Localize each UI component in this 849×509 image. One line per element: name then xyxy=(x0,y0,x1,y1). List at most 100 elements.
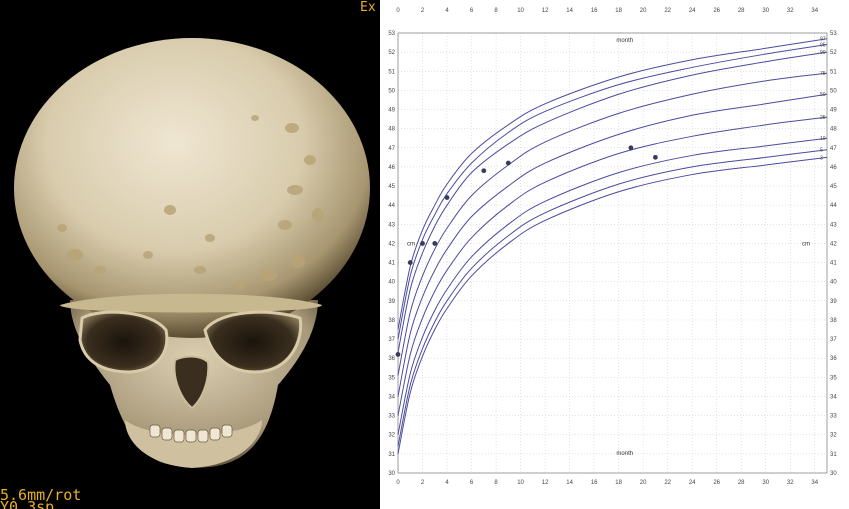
percentile-label-25: 25 xyxy=(820,115,826,121)
percentile-label-5: 5 xyxy=(820,148,823,154)
x-tick-label-bottom: 20 xyxy=(640,480,647,486)
x-tick-label-top: 18 xyxy=(615,8,622,14)
x-tick-label-top: 34 xyxy=(811,8,818,14)
y-tick-label-left: 42 xyxy=(388,241,395,247)
measurement-point xyxy=(653,154,658,160)
x-tick-label-bottom: 22 xyxy=(664,480,671,486)
x-tick-label-bottom: 14 xyxy=(566,480,573,486)
y-tick-label-right: 47 xyxy=(830,146,837,152)
measurement-point xyxy=(432,241,438,246)
x-axis-label-top: month xyxy=(616,38,633,44)
x-tick-label-top: 8 xyxy=(494,8,498,14)
y-tick-label-left: 44 xyxy=(388,203,395,209)
y-tick-label-right: 44 xyxy=(830,203,837,209)
x-tick-label-bottom: 28 xyxy=(738,480,745,486)
y-tick-label-right: 37 xyxy=(830,337,837,343)
y-tick-label-left: 49 xyxy=(388,108,395,114)
y-tick-label-left: 52 xyxy=(388,50,395,56)
measurement-point xyxy=(407,260,413,265)
y-tick-label-left: 30 xyxy=(388,471,395,477)
percentile-curves xyxy=(397,38,828,454)
y-tick-label-right: 40 xyxy=(830,280,837,286)
y-tick-label-right: 45 xyxy=(830,184,837,190)
head-circumference-chart: 0 0 2 2 4 4 6 6 8 8 10 10 12 12 14 14 16 16 18 18 20 20 22 22 24… xyxy=(381,0,849,509)
y-tick-label-right: 52 xyxy=(830,50,837,56)
y-tick-label-left: 51 xyxy=(388,69,395,75)
x-tick-label-bottom: 32 xyxy=(787,480,794,486)
percentile-label-90: 90 xyxy=(820,50,826,56)
y-tick-label-right: 49 xyxy=(830,108,837,114)
y-tick-label-right: 39 xyxy=(830,299,837,305)
x-tick-label-bottom: 30 xyxy=(762,480,769,486)
x-tick-label-bottom: 34 xyxy=(811,480,818,486)
x-tick-label-top: 2 xyxy=(421,8,425,14)
y-tick-label-right: 36 xyxy=(830,356,837,362)
percentile-curve-90 xyxy=(397,51,828,353)
y-tick-label-left: 43 xyxy=(388,222,395,228)
percentile-curve-5 xyxy=(397,149,828,447)
y-tick-label-right: 53 xyxy=(830,31,837,37)
y-tick-label-right: 30 xyxy=(830,471,837,477)
y-tick-label-left: 32 xyxy=(388,433,395,439)
ct-3d-skull-view: 5.6mm/rot Y0.3sp Ex xyxy=(0,0,380,509)
percentile-label-3: 3 xyxy=(820,155,823,161)
percentile-label-50: 50 xyxy=(820,92,826,98)
y-tick-label-right: 50 xyxy=(830,88,837,94)
y-tick-label-right: 34 xyxy=(830,394,837,400)
y-tick-label-right: 51 xyxy=(830,69,837,75)
measurement-points xyxy=(395,145,658,357)
y-tick-label-left: 50 xyxy=(388,88,395,94)
ct-overlay-line2: Y0.3sp xyxy=(0,498,55,509)
x-tick-label-top: 4 xyxy=(445,8,449,14)
plot-frame xyxy=(397,32,828,474)
chart-svg: 0022446688101012121414161618182020222224… xyxy=(388,8,837,486)
y-tick-label-left: 34 xyxy=(388,394,395,400)
skull-render xyxy=(14,38,370,468)
x-tick-label-top: 6 xyxy=(470,8,474,14)
y-tick-label-right: 42 xyxy=(830,241,837,247)
y-tick-label-left: 53 xyxy=(388,31,395,37)
y-tick-label-left: 35 xyxy=(388,375,395,381)
y-tick-label-right: 41 xyxy=(830,261,837,267)
x-tick-label-top: 14 xyxy=(566,8,573,14)
y-tick-label-right: 48 xyxy=(830,127,837,133)
percentile-label-95: 95 xyxy=(820,42,826,48)
y-tick-label-right: 31 xyxy=(830,452,837,458)
y-tick-label-left: 48 xyxy=(388,127,395,133)
x-tick-label-top: 28 xyxy=(738,8,745,14)
measurement-point xyxy=(505,160,511,166)
x-tick-label-top: 0 xyxy=(396,8,400,14)
x-tick-label-top: 16 xyxy=(591,8,598,14)
x-tick-label-bottom: 8 xyxy=(494,480,498,486)
x-tick-label-bottom: 10 xyxy=(517,480,524,486)
y-tick-label-right: 38 xyxy=(830,318,837,324)
y-tick-label-left: 38 xyxy=(388,318,395,324)
x-tick-label-bottom: 0 xyxy=(396,480,400,486)
percentile-curve-50 xyxy=(397,93,828,397)
y-tick-label-right: 46 xyxy=(830,165,837,171)
ct-overlay-line1: 5.6mm/rot xyxy=(0,486,82,504)
percentile-curve-25 xyxy=(397,116,828,416)
percentile-label-97: 97 xyxy=(820,37,826,43)
x-tick-label-top: 20 xyxy=(640,8,647,14)
percentile-curve-10 xyxy=(397,137,828,435)
y-tick-label-left: 39 xyxy=(388,299,395,305)
y-tick-label-left: 40 xyxy=(388,280,395,286)
measurement-point xyxy=(444,195,450,200)
y-tick-label-right: 43 xyxy=(830,222,837,228)
y-tick-label-left: 46 xyxy=(388,165,395,171)
x-tick-label-bottom: 2 xyxy=(421,480,425,486)
x-tick-label-top: 10 xyxy=(517,8,524,14)
percentile-curve-3 xyxy=(397,156,828,454)
measurement-point xyxy=(481,168,487,174)
x-tick-label-top: 32 xyxy=(787,8,794,14)
percentile-curve-97 xyxy=(397,38,828,330)
y-tick-label-left: 45 xyxy=(388,184,395,190)
y-tick-label-right: 32 xyxy=(830,433,837,439)
y-tick-label-left: 31 xyxy=(388,452,395,458)
y-axis-label-left: cm xyxy=(407,241,415,247)
x-tick-label-bottom: 16 xyxy=(591,480,598,486)
y-axis-label-right: cm xyxy=(802,241,810,247)
x-axis-label-bottom: month xyxy=(616,451,633,457)
x-tick-label-bottom: 26 xyxy=(713,480,720,486)
